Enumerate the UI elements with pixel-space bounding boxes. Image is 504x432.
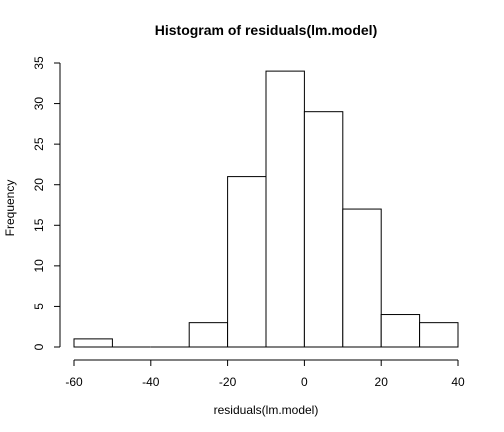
x-tick-label-1: -40 [142,375,160,389]
x-axis: -60 -40 -20 0 20 40 [65,360,465,389]
y-tick-label-2: 10 [32,259,46,273]
y-tick-label-1: 5 [32,303,46,310]
y-tick-label-3: 15 [32,218,46,232]
x-tick-label-5: 40 [451,375,465,389]
x-axis-label: residuals(lm.model) [214,403,319,417]
y-tick-label-7: 35 [32,56,46,70]
x-tick-label-3: 0 [301,375,308,389]
x-tick-label-4: 20 [375,375,389,389]
y-axis: 0 5 10 15 20 25 30 35 [32,56,60,350]
y-tick-label-5: 25 [32,137,46,151]
x-tick-label-0: -60 [65,375,83,389]
x-tick-label-2: -20 [219,375,237,389]
histogram-bar-4 [228,177,266,347]
chart-title: Histogram of residuals(lm.model) [155,22,377,38]
histogram-bar-8 [381,315,419,347]
y-tick-label-6: 30 [32,97,46,111]
bars-group [74,71,458,347]
y-axis-label: Frequency [3,180,17,237]
histogram-bar-0 [74,339,112,347]
y-tick-label-4: 20 [32,178,46,192]
histogram-bar-7 [343,209,381,347]
y-tick-label-0: 0 [32,343,46,350]
histogram-bar-3 [189,323,227,347]
histogram-bar-5 [266,71,304,347]
histogram-bar-6 [304,112,342,347]
histogram-bar-9 [420,323,458,347]
